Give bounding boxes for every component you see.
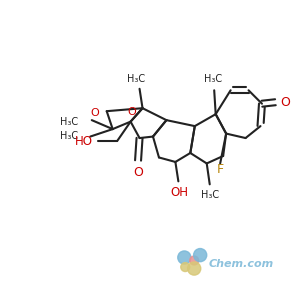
Text: O: O: [280, 96, 290, 109]
Text: O: O: [134, 167, 144, 179]
Text: O: O: [91, 108, 99, 118]
Circle shape: [178, 251, 191, 264]
Text: H₃C: H₃C: [60, 131, 78, 141]
Circle shape: [194, 248, 207, 262]
Text: H₃C: H₃C: [201, 190, 219, 200]
Circle shape: [188, 262, 201, 275]
Text: H₃C: H₃C: [128, 74, 146, 84]
Text: H₃C: H₃C: [60, 117, 78, 127]
Text: HO: HO: [75, 134, 93, 148]
Text: OH: OH: [171, 186, 189, 200]
Circle shape: [190, 256, 199, 265]
Text: O: O: [128, 107, 136, 117]
Text: H₃C: H₃C: [204, 74, 222, 84]
Circle shape: [181, 262, 190, 272]
Text: Chem.com: Chem.com: [208, 259, 274, 269]
Text: F: F: [217, 163, 224, 176]
